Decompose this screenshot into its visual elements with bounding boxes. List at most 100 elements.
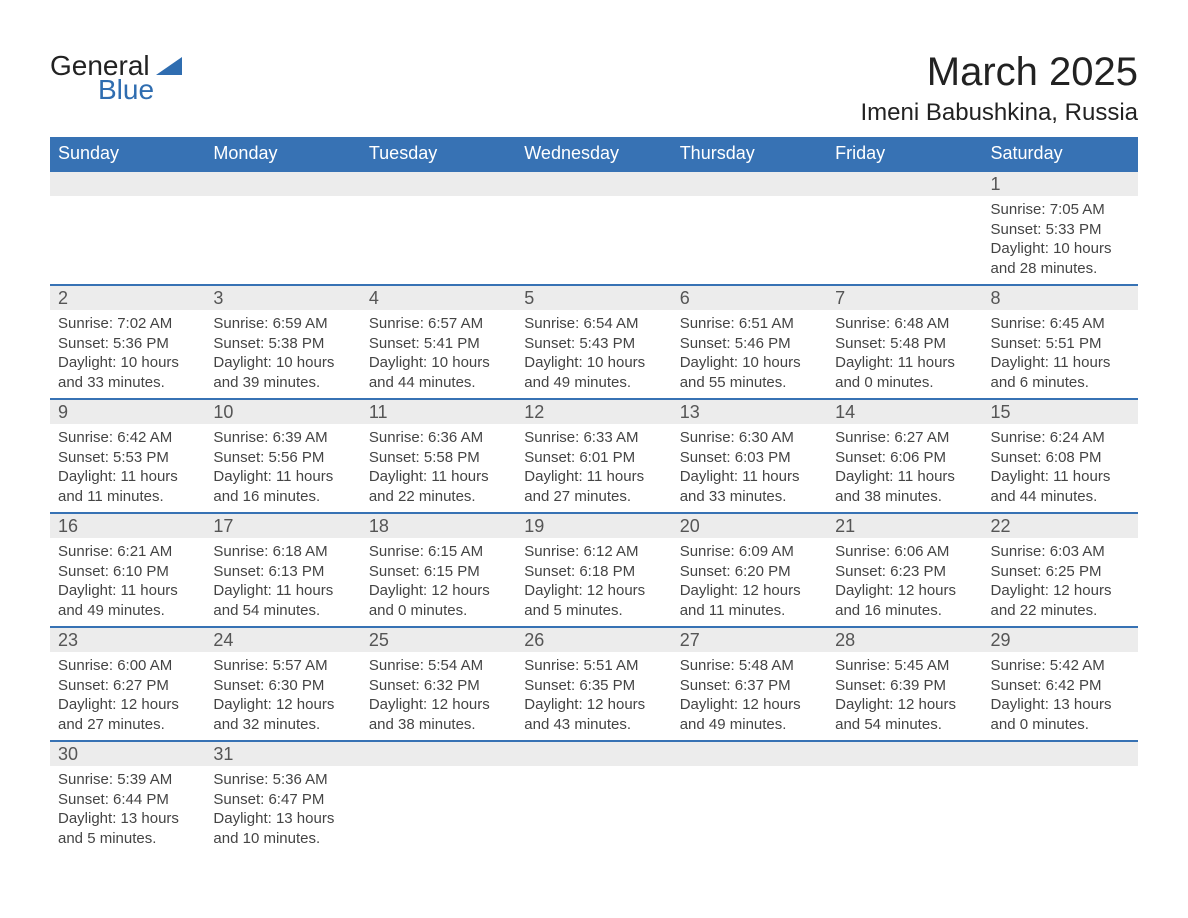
sunset-line: Sunset: 6:27 PM xyxy=(58,676,197,696)
day-number: 4 xyxy=(361,286,516,310)
day-details: Sunrise: 6:39 AMSunset: 5:56 PMDaylight:… xyxy=(205,424,360,512)
daylight-line: Daylight: 12 hours and 16 minutes. xyxy=(835,581,974,620)
calendar-day-cell: 14Sunrise: 6:27 AMSunset: 6:06 PMDayligh… xyxy=(827,399,982,513)
day-number: 13 xyxy=(672,400,827,424)
calendar-day-cell: 17Sunrise: 6:18 AMSunset: 6:13 PMDayligh… xyxy=(205,513,360,627)
day-details: Sunrise: 6:59 AMSunset: 5:38 PMDaylight:… xyxy=(205,310,360,398)
day-number-bar xyxy=(983,742,1138,766)
day-details: Sunrise: 5:45 AMSunset: 6:39 PMDaylight:… xyxy=(827,652,982,740)
day-number-bar xyxy=(672,172,827,196)
sunrise-line: Sunrise: 6:42 AM xyxy=(58,428,197,448)
calendar-empty-cell xyxy=(516,741,671,854)
day-header: Thursday xyxy=(672,137,827,171)
day-number: 30 xyxy=(50,742,205,766)
sunset-line: Sunset: 6:44 PM xyxy=(58,790,197,810)
day-number: 25 xyxy=(361,628,516,652)
day-number-bar xyxy=(672,742,827,766)
sunrise-line: Sunrise: 5:48 AM xyxy=(680,656,819,676)
day-number: 2 xyxy=(50,286,205,310)
day-details: Sunrise: 6:30 AMSunset: 6:03 PMDaylight:… xyxy=(672,424,827,512)
daylight-line: Daylight: 11 hours and 6 minutes. xyxy=(991,353,1130,392)
sunrise-line: Sunrise: 6:00 AM xyxy=(58,656,197,676)
calendar-empty-cell xyxy=(827,741,982,854)
calendar-day-cell: 24Sunrise: 5:57 AMSunset: 6:30 PMDayligh… xyxy=(205,627,360,741)
calendar-day-cell: 8Sunrise: 6:45 AMSunset: 5:51 PMDaylight… xyxy=(983,285,1138,399)
day-number-bar xyxy=(516,742,671,766)
daylight-line: Daylight: 11 hours and 0 minutes. xyxy=(835,353,974,392)
day-details: Sunrise: 5:48 AMSunset: 6:37 PMDaylight:… xyxy=(672,652,827,740)
calendar-day-cell: 23Sunrise: 6:00 AMSunset: 6:27 PMDayligh… xyxy=(50,627,205,741)
calendar-week-row: 16Sunrise: 6:21 AMSunset: 6:10 PMDayligh… xyxy=(50,513,1138,627)
sunset-line: Sunset: 5:36 PM xyxy=(58,334,197,354)
day-details: Sunrise: 5:51 AMSunset: 6:35 PMDaylight:… xyxy=(516,652,671,740)
day-header: Tuesday xyxy=(361,137,516,171)
sunset-line: Sunset: 6:06 PM xyxy=(835,448,974,468)
daylight-line: Daylight: 11 hours and 33 minutes. xyxy=(680,467,819,506)
calendar-empty-cell xyxy=(827,171,982,285)
calendar-day-cell: 28Sunrise: 5:45 AMSunset: 6:39 PMDayligh… xyxy=(827,627,982,741)
calendar-empty-cell xyxy=(205,171,360,285)
logo: General Blue xyxy=(50,50,182,106)
calendar-day-cell: 30Sunrise: 5:39 AMSunset: 6:44 PMDayligh… xyxy=(50,741,205,854)
day-number-bar xyxy=(361,172,516,196)
daylight-line: Daylight: 12 hours and 43 minutes. xyxy=(524,695,663,734)
day-number-bar xyxy=(827,172,982,196)
sunset-line: Sunset: 6:25 PM xyxy=(991,562,1130,582)
calendar-empty-cell xyxy=(361,171,516,285)
daylight-line: Daylight: 10 hours and 28 minutes. xyxy=(991,239,1130,278)
day-number: 22 xyxy=(983,514,1138,538)
day-details: Sunrise: 6:12 AMSunset: 6:18 PMDaylight:… xyxy=(516,538,671,626)
logo-blue-text: Blue xyxy=(98,74,154,106)
sunrise-line: Sunrise: 5:51 AM xyxy=(524,656,663,676)
day-number: 19 xyxy=(516,514,671,538)
day-details: Sunrise: 5:36 AMSunset: 6:47 PMDaylight:… xyxy=(205,766,360,854)
calendar-empty-cell xyxy=(983,741,1138,854)
daylight-line: Daylight: 11 hours and 54 minutes. xyxy=(213,581,352,620)
sunrise-line: Sunrise: 6:45 AM xyxy=(991,314,1130,334)
daylight-line: Daylight: 12 hours and 38 minutes. xyxy=(369,695,508,734)
calendar-week-row: 9Sunrise: 6:42 AMSunset: 5:53 PMDaylight… xyxy=(50,399,1138,513)
calendar-day-cell: 31Sunrise: 5:36 AMSunset: 6:47 PMDayligh… xyxy=(205,741,360,854)
day-details: Sunrise: 6:09 AMSunset: 6:20 PMDaylight:… xyxy=(672,538,827,626)
calendar-day-cell: 5Sunrise: 6:54 AMSunset: 5:43 PMDaylight… xyxy=(516,285,671,399)
sunset-line: Sunset: 6:35 PM xyxy=(524,676,663,696)
day-number: 31 xyxy=(205,742,360,766)
sunrise-line: Sunrise: 5:42 AM xyxy=(991,656,1130,676)
daylight-line: Daylight: 10 hours and 44 minutes. xyxy=(369,353,508,392)
sunset-line: Sunset: 6:08 PM xyxy=(991,448,1130,468)
calendar-day-cell: 22Sunrise: 6:03 AMSunset: 6:25 PMDayligh… xyxy=(983,513,1138,627)
sunrise-line: Sunrise: 6:21 AM xyxy=(58,542,197,562)
day-number: 26 xyxy=(516,628,671,652)
sunrise-line: Sunrise: 6:15 AM xyxy=(369,542,508,562)
sunset-line: Sunset: 5:58 PM xyxy=(369,448,508,468)
sunset-line: Sunset: 5:43 PM xyxy=(524,334,663,354)
day-header: Sunday xyxy=(50,137,205,171)
calendar-day-cell: 21Sunrise: 6:06 AMSunset: 6:23 PMDayligh… xyxy=(827,513,982,627)
day-number: 6 xyxy=(672,286,827,310)
daylight-line: Daylight: 11 hours and 27 minutes. xyxy=(524,467,663,506)
day-number: 3 xyxy=(205,286,360,310)
day-details: Sunrise: 6:54 AMSunset: 5:43 PMDaylight:… xyxy=(516,310,671,398)
day-details: Sunrise: 7:05 AMSunset: 5:33 PMDaylight:… xyxy=(983,196,1138,284)
daylight-line: Daylight: 12 hours and 0 minutes. xyxy=(369,581,508,620)
day-details: Sunrise: 6:57 AMSunset: 5:41 PMDaylight:… xyxy=(361,310,516,398)
calendar-day-cell: 18Sunrise: 6:15 AMSunset: 6:15 PMDayligh… xyxy=(361,513,516,627)
day-details: Sunrise: 6:18 AMSunset: 6:13 PMDaylight:… xyxy=(205,538,360,626)
sunset-line: Sunset: 6:47 PM xyxy=(213,790,352,810)
daylight-line: Daylight: 12 hours and 32 minutes. xyxy=(213,695,352,734)
calendar-body: 1Sunrise: 7:05 AMSunset: 5:33 PMDaylight… xyxy=(50,171,1138,854)
calendar-empty-cell xyxy=(672,171,827,285)
calendar-day-cell: 29Sunrise: 5:42 AMSunset: 6:42 PMDayligh… xyxy=(983,627,1138,741)
calendar-table: SundayMondayTuesdayWednesdayThursdayFrid… xyxy=(50,137,1138,854)
calendar-day-cell: 7Sunrise: 6:48 AMSunset: 5:48 PMDaylight… xyxy=(827,285,982,399)
calendar-day-cell: 27Sunrise: 5:48 AMSunset: 6:37 PMDayligh… xyxy=(672,627,827,741)
day-details: Sunrise: 6:15 AMSunset: 6:15 PMDaylight:… xyxy=(361,538,516,626)
daylight-line: Daylight: 12 hours and 27 minutes. xyxy=(58,695,197,734)
day-number-bar xyxy=(827,742,982,766)
calendar-day-cell: 4Sunrise: 6:57 AMSunset: 5:41 PMDaylight… xyxy=(361,285,516,399)
day-number: 17 xyxy=(205,514,360,538)
daylight-line: Daylight: 11 hours and 38 minutes. xyxy=(835,467,974,506)
daylight-line: Daylight: 11 hours and 49 minutes. xyxy=(58,581,197,620)
sunrise-line: Sunrise: 6:09 AM xyxy=(680,542,819,562)
sunrise-line: Sunrise: 6:59 AM xyxy=(213,314,352,334)
